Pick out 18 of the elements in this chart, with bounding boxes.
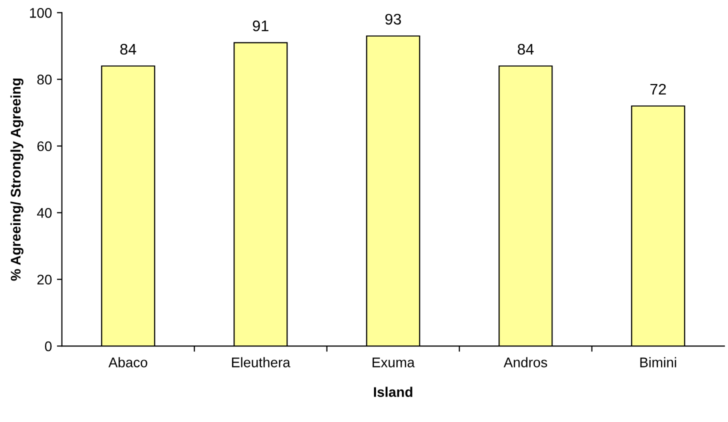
data-label: 84 <box>518 44 534 55</box>
data-label: 84 <box>120 44 136 55</box>
y-tick-label: 20 <box>37 274 52 285</box>
x-tick-label: Bimini <box>640 357 676 368</box>
y-tick-label: 100 <box>30 8 52 18</box>
data-label: 91 <box>252 20 268 32</box>
data-label: 93 <box>385 14 401 25</box>
y-tick-label: 0 <box>44 341 52 352</box>
y-tick-label: 40 <box>37 208 52 218</box>
x-axis-title: Island <box>374 386 412 397</box>
x-tick-label: Abaco <box>108 357 148 368</box>
x-tick-label: Andros <box>504 357 548 368</box>
y-tick-label: 60 <box>37 141 52 152</box>
y-tick-label: 80 <box>37 74 52 85</box>
x-tick-label: Exuma <box>372 358 415 368</box>
data-label: 72 <box>650 84 666 95</box>
y-axis-title: % Agreeing/ Strongly Agreeing <box>10 78 24 281</box>
x-tick-label: Eleuthera <box>232 357 290 368</box>
